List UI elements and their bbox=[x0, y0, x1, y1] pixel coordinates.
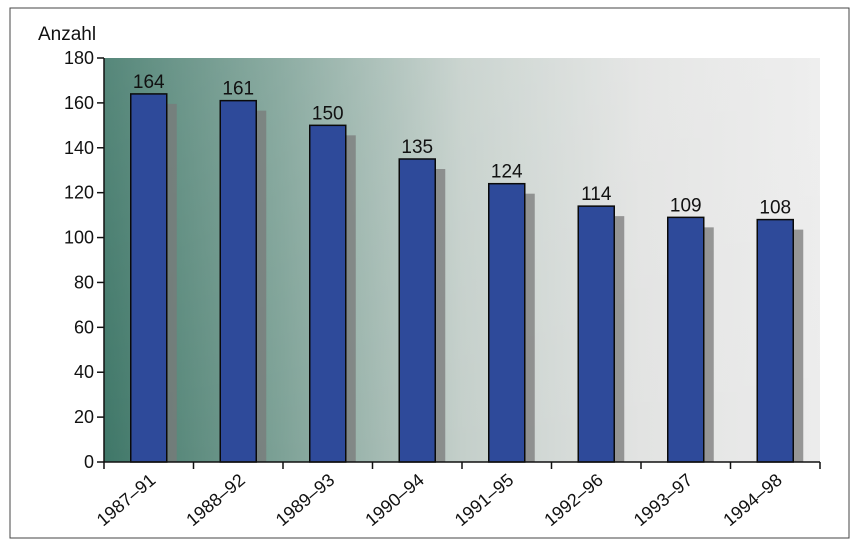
bar bbox=[488, 182, 526, 463]
bar bbox=[667, 216, 705, 463]
bar bbox=[577, 205, 615, 463]
bar bbox=[219, 99, 257, 463]
y-tick-label: 140 bbox=[64, 138, 94, 158]
y-tick-label: 80 bbox=[74, 272, 94, 292]
y-axis-label: Anzahl bbox=[38, 24, 96, 45]
y-tick-label: 20 bbox=[74, 407, 94, 427]
data-label: 135 bbox=[401, 137, 433, 158]
data-label: 124 bbox=[491, 162, 523, 183]
data-label: 114 bbox=[581, 184, 612, 205]
data-label: 109 bbox=[670, 195, 702, 216]
y-tick-label: 120 bbox=[64, 183, 94, 203]
y-tick-label: 180 bbox=[64, 48, 94, 68]
data-label: 108 bbox=[759, 198, 791, 219]
bar bbox=[398, 158, 436, 463]
y-tick-label: 160 bbox=[64, 93, 94, 113]
y-tick-label: 0 bbox=[84, 452, 94, 472]
bar bbox=[130, 93, 168, 463]
y-tick-label: 100 bbox=[64, 228, 94, 248]
y-tick-label: 60 bbox=[74, 317, 94, 337]
data-label: 161 bbox=[222, 79, 254, 100]
y-tick-label: 40 bbox=[74, 362, 94, 382]
bar bbox=[756, 218, 794, 463]
bar bbox=[309, 124, 347, 463]
data-label: 164 bbox=[133, 72, 165, 93]
data-label: 150 bbox=[312, 103, 344, 124]
